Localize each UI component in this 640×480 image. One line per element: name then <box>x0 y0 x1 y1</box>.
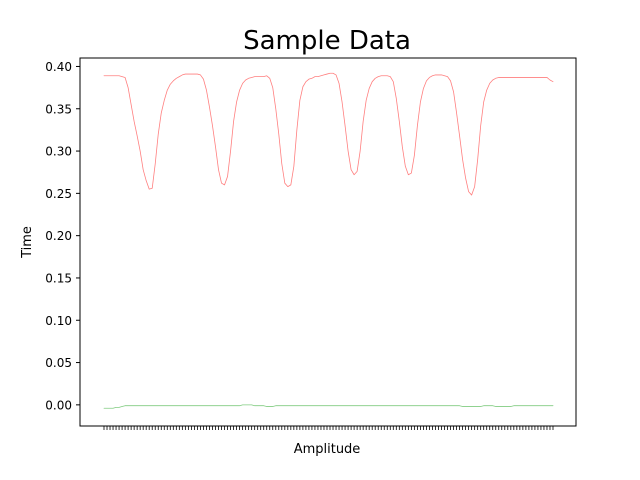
y-axis-label: Time <box>20 226 35 259</box>
y-tick-label: 0.10 <box>45 314 72 328</box>
y-tick-label: 0.05 <box>45 356 72 370</box>
plot-area <box>79 57 577 427</box>
y-tick-label: 0.00 <box>45 398 72 412</box>
y-tick-label: 0.20 <box>45 229 72 243</box>
x-axis-label: Amplitude <box>294 442 361 457</box>
y-axis: 0.00 0.05 0.10 0.15 0.20 0.25 0.30 0.35 0.40 <box>45 60 80 412</box>
y-tick-label: 0.25 <box>45 187 72 201</box>
y-tick-label: 0.35 <box>45 102 72 116</box>
y-tick-label: 0.15 <box>45 271 72 285</box>
y-tick-label: 0.40 <box>45 60 72 74</box>
chart-title: Sample Data <box>243 26 411 56</box>
series-line-2 <box>103 404 554 409</box>
x-axis <box>103 426 554 430</box>
plot-frame <box>79 57 577 427</box>
series-line-1 <box>103 72 554 196</box>
y-tick-label: 0.30 <box>45 145 72 159</box>
series-group <box>103 72 554 409</box>
